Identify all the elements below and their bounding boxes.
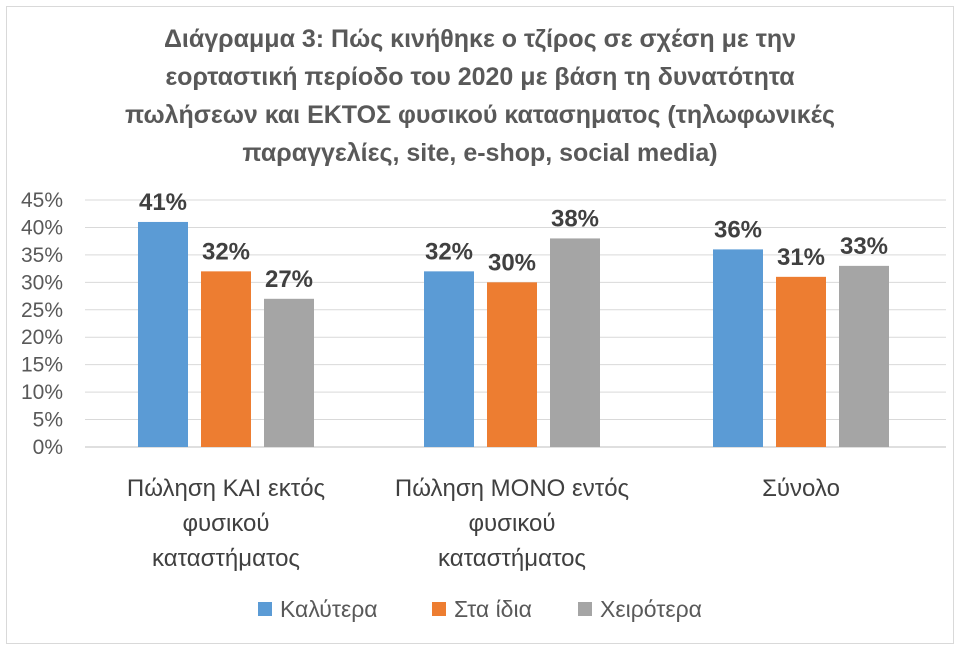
legend-label: Στα ίδια: [454, 596, 532, 622]
chart-title-line: παραγγελίες, site, e-shop, social media): [242, 139, 718, 167]
data-label: 36%: [714, 216, 762, 243]
y-tick-label: 20%: [21, 326, 63, 349]
category-label: φυσικού: [182, 510, 269, 537]
data-label: 33%: [840, 233, 888, 260]
category-label: καταστήματος: [438, 545, 586, 572]
bar: [839, 265, 889, 447]
y-tick-label: 40%: [21, 216, 63, 239]
y-tick-label: 10%: [21, 381, 63, 404]
y-tick-label: 5%: [33, 409, 63, 432]
bar: [138, 221, 188, 447]
bar: [487, 282, 537, 447]
data-label: 31%: [777, 244, 825, 271]
legend-swatch: [258, 602, 272, 616]
data-label: 41%: [139, 189, 187, 216]
y-tick-label: 15%: [21, 354, 63, 377]
data-label: 32%: [202, 238, 250, 265]
legend-label: Χειρότερα: [600, 596, 702, 622]
bar: [201, 271, 251, 447]
y-tick-label: 35%: [21, 244, 63, 267]
category-labels: Πώληση ΚΑΙ εκτός φυσικού καταστήματος Πώλησ…: [127, 475, 840, 572]
category-label: καταστήματος: [152, 545, 300, 572]
category-label: Πώληση ΜΟΝΟ εντός: [395, 475, 629, 502]
category-label: φυσικού: [468, 510, 555, 537]
chart-title-line: εορταστική περίοδο του 2020 με βάση τη δ…: [165, 63, 795, 91]
y-tick-label: 0%: [33, 436, 63, 459]
data-label: 27%: [265, 266, 313, 293]
y-tick-label: 45%: [21, 189, 63, 212]
y-tick-label: 25%: [21, 299, 63, 322]
bar: [264, 298, 314, 447]
bar: [550, 238, 600, 447]
data-label: 32%: [425, 238, 473, 265]
legend-label: Καλύτερα: [280, 596, 378, 622]
bar: [713, 249, 763, 447]
category-label: Πώληση ΚΑΙ εκτός: [127, 475, 325, 502]
y-tick-label: 30%: [21, 271, 63, 294]
chart-title: Διάγραμμα 3: Πώς κινήθηκε ο τζίρος σε σχ…: [0, 20, 960, 172]
chart-title-line: Διάγραμμα 3: Πώς κινήθηκε ο τζίρος σε σχ…: [163, 25, 797, 53]
legend-swatch: [578, 602, 592, 616]
data-label: 30%: [488, 249, 536, 276]
data-label: 38%: [551, 205, 599, 232]
bar: [776, 276, 826, 447]
y-axis-ticks: 0% 5% 10% 15% 20% 25% 30% 35% 40% 45%: [21, 189, 63, 459]
category-label: Σύνολο: [762, 475, 840, 502]
data-labels: 41% 32% 36% 32% 30% 31% 27% 38% 33%: [139, 189, 888, 293]
bar: [424, 271, 474, 447]
legend: Καλύτερα Στα ίδια Χειρότερα: [258, 596, 702, 622]
bars: [138, 221, 889, 447]
chart-title-line: πωλήσεων και ΕΚΤΟΣ φυσικού κατασηματος (…: [125, 101, 835, 129]
legend-swatch: [432, 602, 446, 616]
